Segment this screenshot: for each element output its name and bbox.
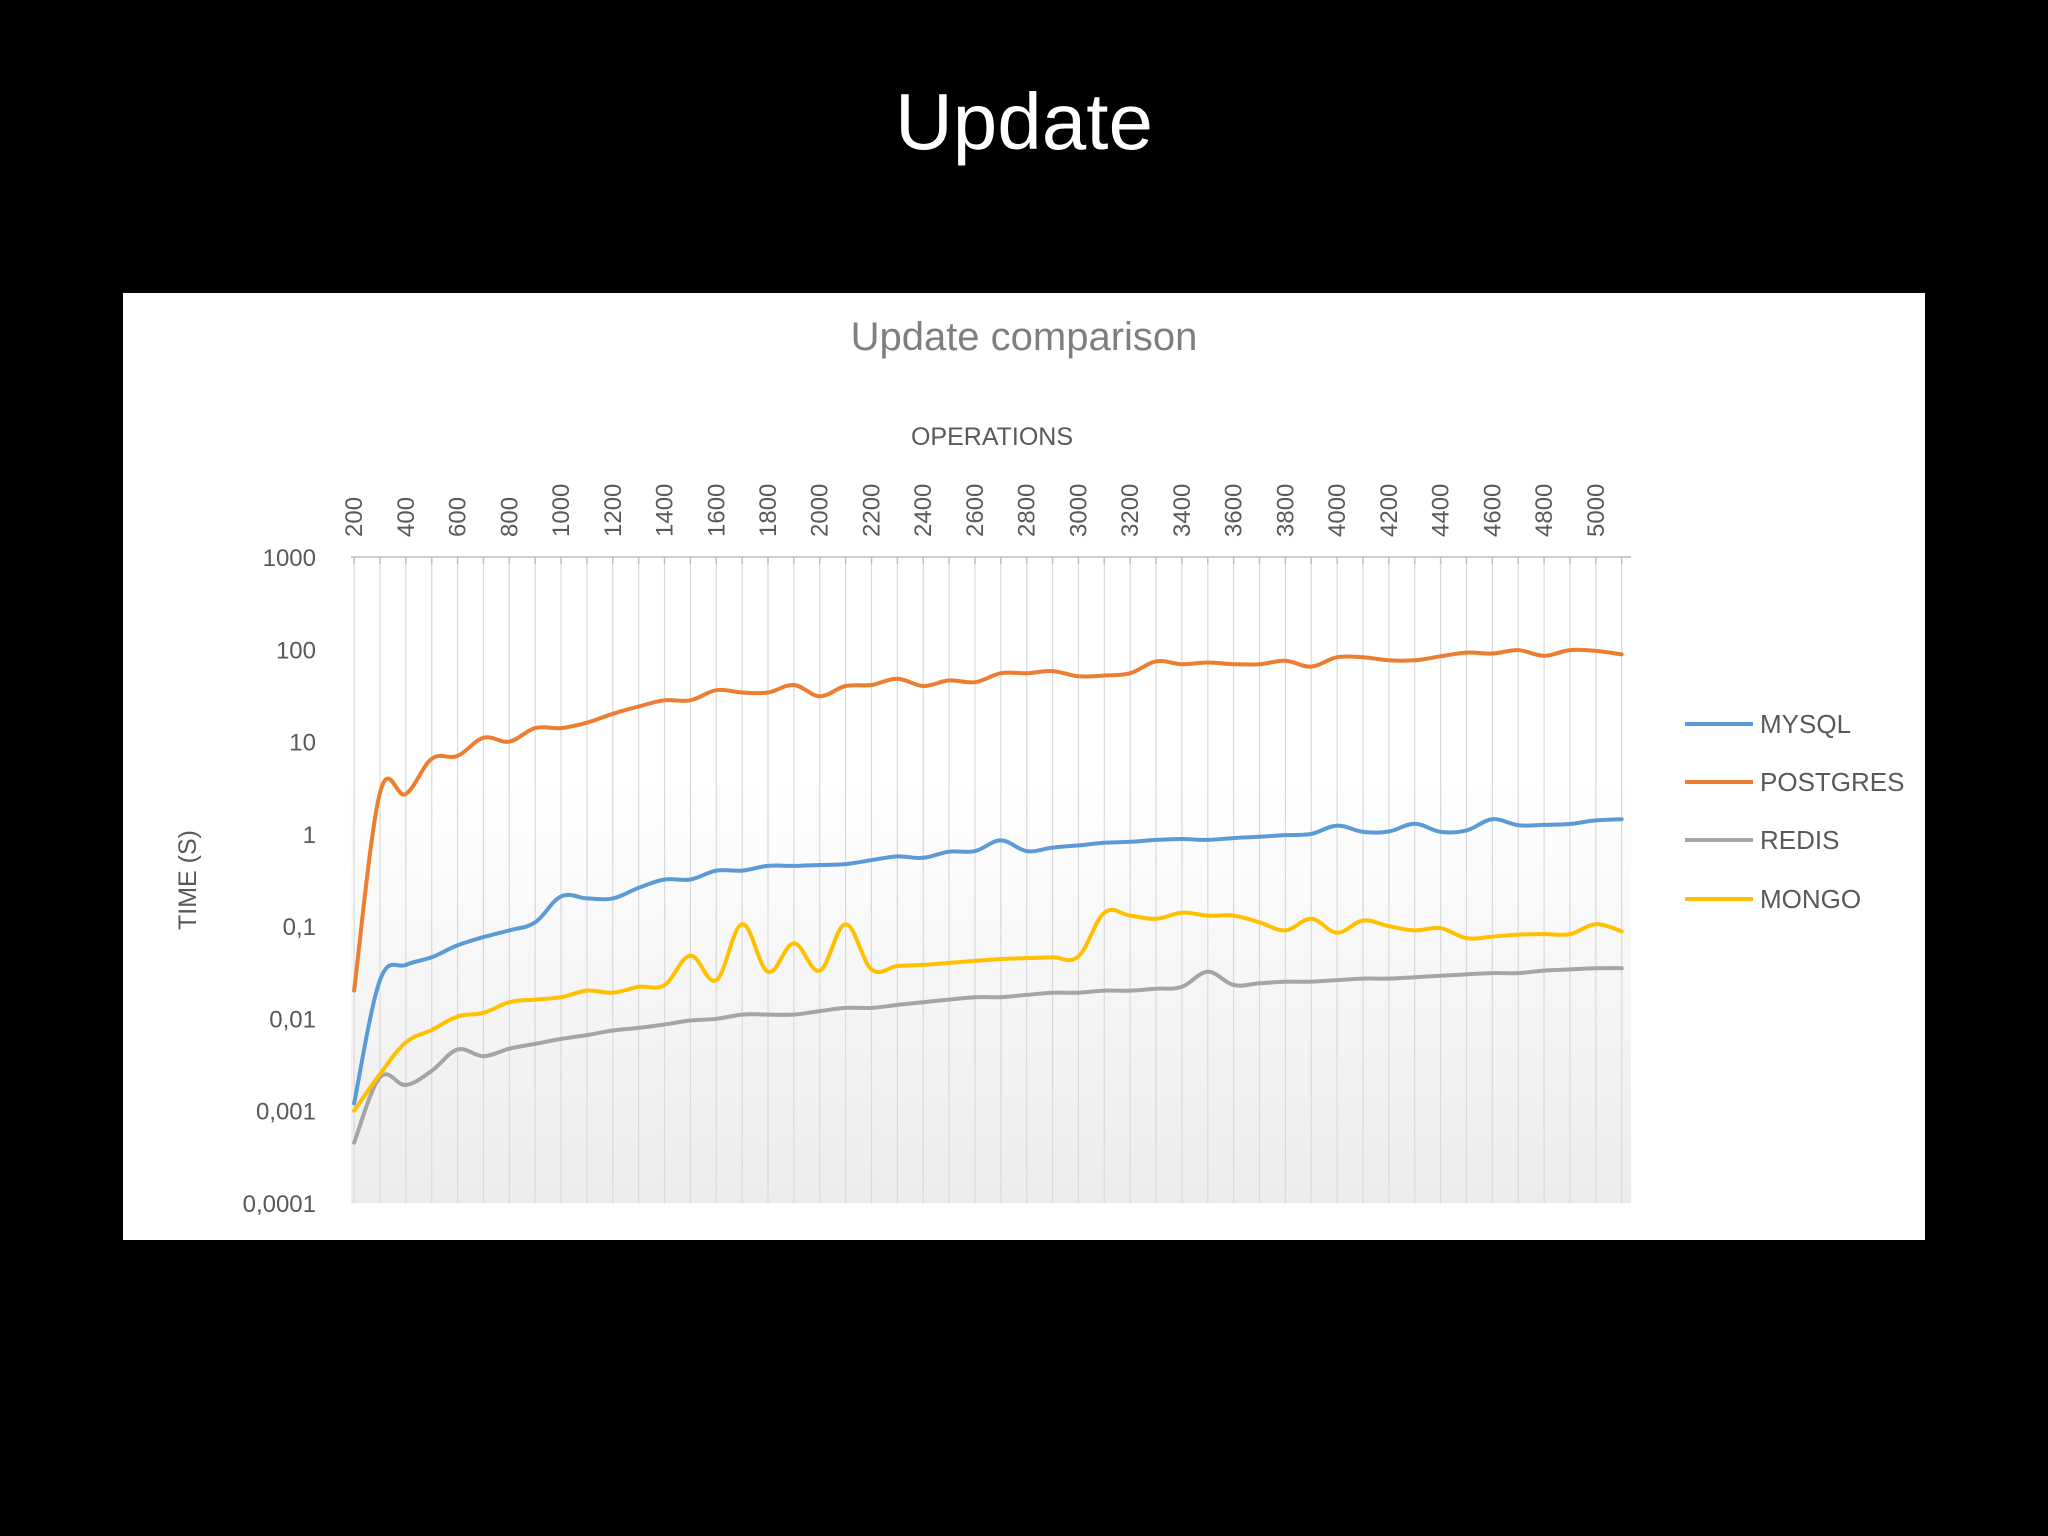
x-tick-label: 4000	[1324, 484, 1351, 537]
x-tick-label: 3200	[1117, 484, 1144, 537]
slide-title: Update	[895, 77, 1153, 166]
plot-area	[351, 557, 1631, 1203]
y-tick-label: 0,1	[283, 914, 316, 941]
x-tick-label: 1800	[755, 484, 782, 537]
y-tick-label: 0,01	[269, 1006, 316, 1033]
series-lines	[352, 647, 1624, 1145]
x-tick-label: 4600	[1479, 484, 1506, 537]
legend-label-mysql: MYSQL	[1760, 709, 1851, 739]
x-tick-label: 2600	[962, 484, 989, 537]
x-tick-label: 3400	[1169, 484, 1196, 537]
chart-title: Update comparison	[851, 315, 1198, 359]
chart-panel: Update comparison OPERATIONS TIME (S) 10…	[123, 293, 1925, 1240]
x-tick-label: 1400	[652, 484, 679, 537]
x-axis-title: OPERATIONS	[911, 423, 1073, 451]
x-tick-label: 800	[496, 497, 523, 537]
x-tick-label: 1000	[548, 484, 575, 537]
y-tick-label: 100	[276, 637, 316, 664]
y-tick-label: 1000	[263, 545, 316, 572]
x-tick-label: 600	[445, 497, 472, 537]
y-tick-label: 0,001	[256, 1099, 316, 1126]
x-tick-label: 3600	[1221, 484, 1248, 537]
y-tick-label: 10	[289, 730, 316, 757]
x-tick-label: 3800	[1272, 484, 1299, 537]
y-tick-label: 1	[303, 822, 316, 849]
x-tick-label: 400	[393, 497, 420, 537]
legend-label-mongo: MONGO	[1760, 884, 1861, 914]
x-tick-labels: 200 400 600 800 1000 1200 1400 1600 1800 2000 2200…	[341, 484, 1610, 537]
x-tick-label: 2200	[858, 484, 885, 537]
x-tick-label: 200	[341, 497, 368, 537]
line-chart: Update comparison OPERATIONS TIME (S) 10…	[174, 315, 1904, 1218]
x-tick-label: 5000	[1583, 484, 1610, 537]
legend-label-postgres: POSTGRES	[1760, 767, 1904, 797]
x-tick-label: 1600	[703, 484, 730, 537]
y-tick-label: 0,0001	[243, 1191, 316, 1218]
y-axis-title: TIME (S)	[174, 830, 202, 930]
x-tick-label: 2400	[910, 484, 937, 537]
x-tick-label: 4200	[1376, 484, 1403, 537]
axes	[351, 556, 1631, 564]
x-tick-label: 2800	[1014, 484, 1041, 537]
series-line-mysql	[352, 817, 1624, 1106]
x-tick-label: 4400	[1428, 484, 1455, 537]
legend: MYSQL POSTGRES REDIS MONGO	[1685, 709, 1904, 914]
y-tick-labels: 1000 100 10 1 0,1 0,01 0,001 0,0001	[243, 545, 316, 1218]
series-line-redis	[352, 966, 1624, 1145]
x-tick-label: 1200	[600, 484, 627, 537]
legend-label-redis: REDIS	[1760, 825, 1839, 855]
series-line-postgres	[352, 647, 1624, 993]
x-tick-label: 4800	[1531, 484, 1558, 537]
series-line-mongo	[352, 907, 1624, 1113]
x-tick-label: 2000	[807, 484, 834, 537]
x-tick-label: 3000	[1065, 484, 1092, 537]
